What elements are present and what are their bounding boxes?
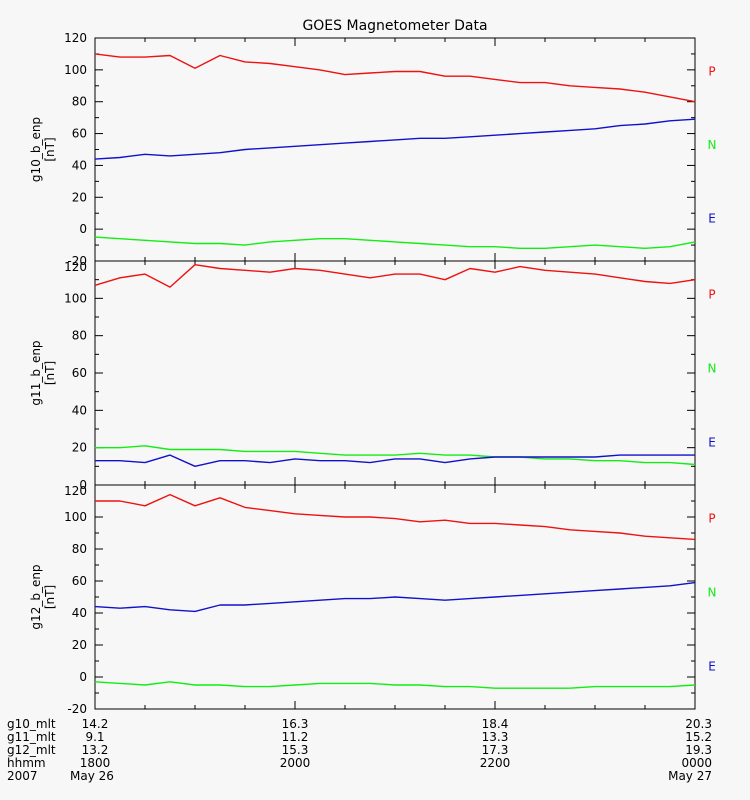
y-tick-label: 80: [72, 95, 87, 109]
series-line-e: [94, 581, 696, 613]
y-tick-label: 60: [72, 574, 87, 588]
y-tick-label: 100: [64, 291, 87, 305]
y-tick-label: 120: [64, 484, 87, 498]
series-line-p: [94, 53, 696, 103]
series-line-e: [95, 454, 695, 467]
y-axis-label: g12_b_enp: [29, 564, 43, 629]
y-tick-label: 40: [72, 606, 87, 620]
x-tick-label-g12-mlt: 15.3: [282, 743, 309, 757]
y-tick-label: 40: [72, 403, 87, 417]
y-tick-label: 20: [72, 441, 87, 455]
x-axis-row-label: 2007: [7, 769, 38, 783]
series-line-p: [95, 493, 696, 541]
x-tick-label-g12-mlt: 17.3: [482, 743, 509, 757]
y-tick-label: 0: [79, 670, 87, 684]
x-axis-row-label: g10_mlt: [7, 717, 56, 731]
y-tick-label: 100: [64, 63, 87, 77]
y-tick-label: 40: [72, 158, 87, 172]
y-tick-label: 120: [64, 260, 87, 274]
y-axis-unit: [nT]: [43, 137, 57, 161]
y-tick-label: 80: [72, 542, 87, 556]
x-tick-label-hhmm: 1800: [80, 756, 111, 770]
component-label-p: P: [708, 64, 715, 78]
x-tick-label-hhmm: 2000: [280, 756, 311, 770]
x-axis-row-label: g12_mlt: [7, 743, 56, 757]
component-label-n: N: [708, 362, 717, 376]
y-axis-unit: [nT]: [43, 361, 57, 385]
x-tick-label-hhmm: 0000: [681, 756, 712, 770]
series-line-p: [94, 264, 696, 288]
y-tick-label: 20: [72, 190, 87, 204]
component-label-e: E: [708, 435, 716, 449]
x-tick-label-g11-mlt: 9.1: [85, 730, 104, 744]
y-tick-label: 120: [64, 31, 87, 45]
y-axis-label: g10_b_enp: [29, 117, 43, 182]
y-tick-label: -20: [67, 254, 87, 268]
x-tick-label-g10-mlt: 16.3: [282, 717, 309, 731]
y-tick-label: 100: [64, 510, 87, 524]
component-label-n: N: [708, 586, 717, 600]
y-axis-unit: [nT]: [43, 585, 57, 609]
series-line-e: [94, 118, 696, 160]
y-tick-label: 60: [72, 127, 87, 141]
x-tick-label-hhmm: 2200: [480, 756, 511, 770]
y-tick-label: 60: [72, 366, 87, 380]
x-tick-label-date: May 26: [70, 769, 114, 783]
y-tick-label: 0: [79, 478, 87, 492]
x-tick-label-g12-mlt: 19.3: [685, 743, 712, 757]
x-tick-label-g11-mlt: 15.2: [685, 730, 712, 744]
series-line-n: [95, 445, 696, 466]
x-tick-label-g10-mlt: 18.4: [482, 717, 509, 731]
component-label-p: P: [708, 512, 715, 526]
x-axis-row-label: hhmm: [7, 756, 46, 770]
y-tick-label: -20: [67, 702, 87, 716]
component-label-e: E: [708, 212, 716, 226]
x-axis-row-label: g11_mlt: [7, 730, 56, 744]
y-tick-label: 20: [72, 638, 87, 652]
x-tick-label-g10-mlt: 14.2: [82, 717, 109, 731]
panel-frame-2: [94, 260, 696, 486]
y-axis-label: g11_b_enp: [29, 340, 43, 405]
x-tick-label-date: May 27: [668, 769, 712, 783]
chart-title: GOES Magnetometer Data: [302, 18, 487, 34]
x-tick-label-g11-mlt: 11.2: [282, 730, 309, 744]
series-line-n: [94, 681, 696, 689]
component-label-e: E: [708, 659, 716, 673]
series-line-n: [94, 236, 696, 250]
y-tick-label: 80: [72, 329, 87, 343]
component-label-n: N: [708, 138, 717, 152]
x-tick-label-g11-mlt: 13.3: [482, 730, 509, 744]
x-tick-label-g12-mlt: 13.2: [82, 743, 109, 757]
y-tick-label: 0: [79, 222, 87, 236]
x-tick-label-g10-mlt: 20.3: [685, 717, 712, 731]
component-label-p: P: [708, 288, 715, 302]
